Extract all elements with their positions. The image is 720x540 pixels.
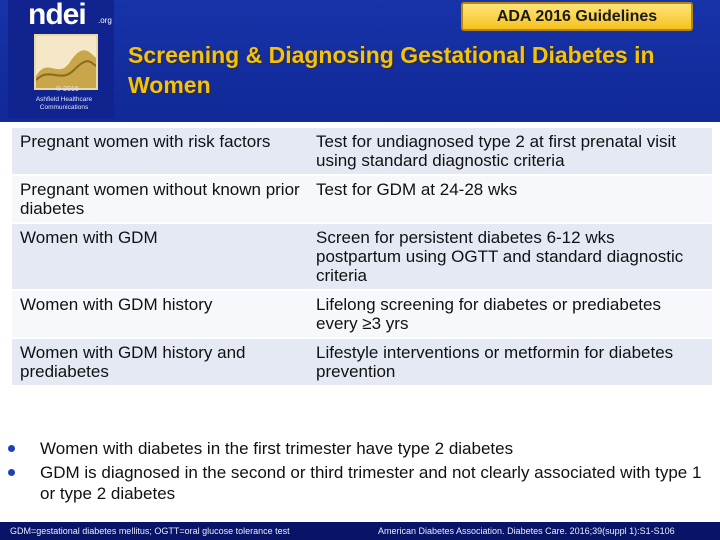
ndei-logo: ndei .org © 2016 Ashfield Healthcare Com… [8, 0, 114, 118]
table-row: Women with GDM Screen for persistent dia… [12, 223, 712, 291]
bullet-text: Women with diabetes in the first trimest… [40, 439, 514, 458]
table-row: Women with GDM history and prediabetes L… [12, 338, 712, 387]
bullet-icon [8, 445, 15, 452]
footer-abbreviations: GDM=gestational diabetes mellitus; OGTT=… [10, 526, 290, 536]
list-item: GDM is diagnosed in the second or third … [8, 462, 708, 504]
logo-copyright: © 2016 [56, 86, 79, 93]
bullet-icon [8, 469, 15, 476]
recommendations-table: Pregnant women with risk factors Test fo… [12, 128, 712, 387]
population-cell: Pregnant women with risk factors [12, 128, 308, 176]
recommendation-cell: Lifelong screening for diabetes or predi… [308, 290, 712, 339]
list-item: Women with diabetes in the first trimest… [8, 438, 708, 459]
population-cell: Women with GDM [12, 223, 308, 291]
table-row: Women with GDM history Lifelong screenin… [12, 290, 712, 339]
logo-emblem-icon [34, 34, 98, 90]
guidelines-badge: ADA 2016 Guidelines [461, 2, 693, 31]
logo-brand: ndei [28, 0, 87, 31]
table-row: Pregnant women without known prior diabe… [12, 175, 712, 224]
table-row: Pregnant women with risk factors Test fo… [12, 128, 712, 176]
recommendation-cell: Test for GDM at 24-28 wks [308, 175, 712, 224]
logo-domain: .org [98, 16, 112, 25]
population-cell: Women with GDM history and prediabetes [12, 338, 308, 387]
content-panel: Pregnant women with risk factors Test fo… [0, 122, 720, 522]
population-cell: Pregnant women without known prior diabe… [12, 175, 308, 224]
bullet-list: Women with diabetes in the first trimest… [8, 438, 708, 507]
recommendation-cell: Lifestyle interventions or metformin for… [308, 338, 712, 387]
logo-owner: Ashfield Healthcare Communications [35, 96, 93, 111]
recommendation-cell: Test for undiagnosed type 2 at first pre… [308, 128, 712, 176]
recommendation-cell: Screen for persistent diabetes 6-12 wks … [308, 223, 712, 291]
bullet-text: GDM is diagnosed in the second or third … [40, 463, 702, 503]
footer-citation: American Diabetes Association. Diabetes … [378, 526, 675, 536]
slide-title: Screening & Diagnosing Gestational Diabe… [128, 42, 655, 98]
population-cell: Women with GDM history [12, 290, 308, 339]
